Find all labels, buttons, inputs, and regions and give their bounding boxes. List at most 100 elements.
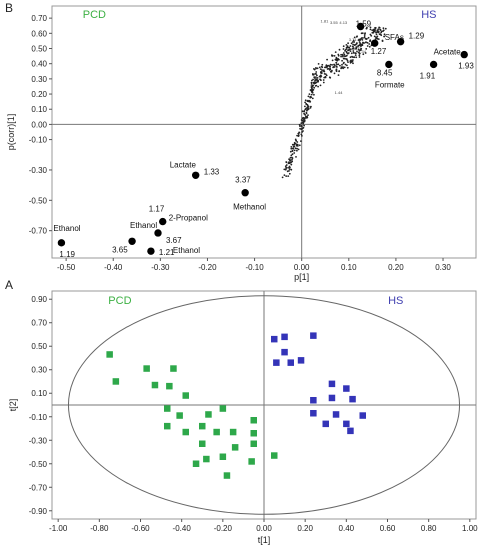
panel-b-variable-point [304, 101, 306, 104]
panel-b-variable-point [309, 100, 312, 103]
panel-b-variable-point [289, 159, 292, 162]
panel-b-variable-point [381, 39, 384, 42]
panel-a-score-pcd [106, 351, 113, 358]
panel-b-variable-point [312, 73, 315, 76]
panel-b-variable-point [315, 71, 318, 73]
panel-b-variable-point [358, 54, 361, 57]
panel-a-score-pcd [182, 392, 189, 399]
panel-b-small-label: 1.44 [335, 90, 344, 95]
panel-a-score-hs [281, 333, 288, 341]
panel-b-ytick-label: 0.60 [31, 29, 47, 38]
panel-b-group-label: HS [421, 9, 436, 21]
panel-a-score-pcd [192, 460, 200, 467]
panel-b-variable-point [310, 83, 313, 85]
panel-b-variable-point [362, 53, 365, 56]
panel-b-variable-point [291, 153, 294, 156]
panel-b-variable-point [314, 85, 317, 87]
panel-b-variable-point [350, 59, 352, 62]
panel-b-variable-point [316, 74, 318, 77]
panel-a-group-label: HS [388, 295, 403, 307]
panel-b-variable-point [329, 63, 332, 66]
panel-b-variable-point [296, 134, 298, 137]
panel-b-variable-point [290, 154, 293, 157]
panel-b-variable-point [342, 55, 344, 58]
panel-b-point-label: 1.91 [420, 71, 436, 80]
panel-b-variable-point [346, 58, 348, 61]
panel-b-variable-point [375, 33, 378, 36]
panel-a-ytick-label: -0.50 [29, 460, 48, 469]
panel-b-variable-point [313, 76, 316, 79]
panel-b-variable-point [302, 126, 305, 129]
panel-b-variable-point [383, 33, 386, 36]
panel-b-variable-point [313, 93, 315, 96]
panel-b-variable-point [365, 27, 368, 30]
panel-b-xlabel: p[1] [294, 272, 309, 282]
panel-a-score-pcd [164, 405, 171, 412]
panel-b-variable-point [315, 81, 318, 84]
panel-b-variable-point [322, 79, 325, 81]
panel-b-variable-point [296, 147, 298, 150]
panel-b-variable-point [370, 34, 373, 37]
panel-b-variable-point [351, 55, 353, 58]
panel-b-variable-point [337, 74, 340, 76]
panel-a-score-pcd [199, 422, 206, 430]
panel-b-ytick-label: 0.50 [31, 45, 47, 54]
panel-b-variable-point [363, 35, 366, 37]
panel-b-variable-point [365, 41, 367, 44]
panel-a-xtick-label: 0.60 [380, 524, 396, 533]
panel-b-variable-point [300, 140, 302, 143]
panel-b-highlight-point [385, 60, 393, 69]
panel-b-point-label: Ethanol [130, 221, 157, 230]
panel-b-variable-point [294, 147, 297, 150]
panel-b-variable-point [360, 32, 363, 35]
panel-b-variable-point [382, 30, 384, 32]
panel-b-highlight-point [356, 22, 365, 31]
panel-b-variable-point [355, 56, 358, 59]
panel-b-variable-point [341, 53, 344, 56]
panel-b-variable-point [363, 42, 365, 44]
panel-b-variable-point [378, 33, 381, 36]
panel-b-variable-point [308, 93, 311, 95]
panel-b-variable-point [359, 49, 362, 52]
panel-b-variable-point [290, 146, 293, 148]
panel-b-variable-point [358, 56, 361, 58]
panel-b-variable-point [326, 68, 329, 70]
panel-a-group-label: PCD [108, 295, 131, 307]
panel-a-score-hs [332, 411, 340, 418]
panel-b-variable-point [291, 157, 294, 160]
panel-b-variable-point [326, 58, 328, 61]
panel-b-variable-point [309, 89, 312, 91]
panel-b-highlight-point [396, 37, 405, 46]
panel-b-variable-point [297, 134, 300, 137]
panel-a-score-hs [310, 397, 317, 404]
panel-b-highlight-point [147, 247, 155, 255]
panel-b-small-label: 3.71 [349, 37, 358, 42]
panel-a-score-pcd [223, 472, 231, 479]
panel-b-variable-point [293, 152, 296, 154]
panel-b-variable-point [305, 103, 308, 106]
panel-b-frame [51, 5, 477, 259]
panel-b-variable-point [342, 48, 345, 50]
panel-b-point-label: 1.19 [59, 250, 75, 259]
panel-a-score-pcd [231, 444, 239, 451]
panel-b-variable-point [352, 62, 354, 65]
panel-b-variable-point [296, 149, 298, 152]
panel-b-variable-point [311, 97, 314, 100]
panel-b-variable-point [337, 63, 340, 66]
panel-b-variable-point [315, 76, 317, 78]
panel-b-point-label: 1.29 [409, 32, 425, 41]
panel-b-variable-point [295, 144, 298, 147]
panel-b-variable-point [285, 175, 288, 178]
panel-a-ytick-label: -0.30 [29, 436, 48, 445]
panel-b-variable-point [310, 81, 313, 84]
panel-a-score-pcd [229, 428, 237, 436]
panel-b-variable-point [346, 46, 349, 49]
panel-a-score-pcd [151, 381, 159, 389]
panel-a-score-pcd [170, 365, 177, 372]
panel-b-variable-point [369, 28, 372, 31]
panel-b-xtick-label: -0.20 [198, 263, 217, 272]
panel-b-axes: -0.50 -0.40 -0.30 -0.20 -0.10 0.00 0.10 0.20 0.3… [29, 6, 476, 272]
panel-b-variable-point [383, 35, 386, 38]
panel-b-variable-point [377, 28, 380, 30]
panel-b-variable-point [360, 37, 363, 39]
